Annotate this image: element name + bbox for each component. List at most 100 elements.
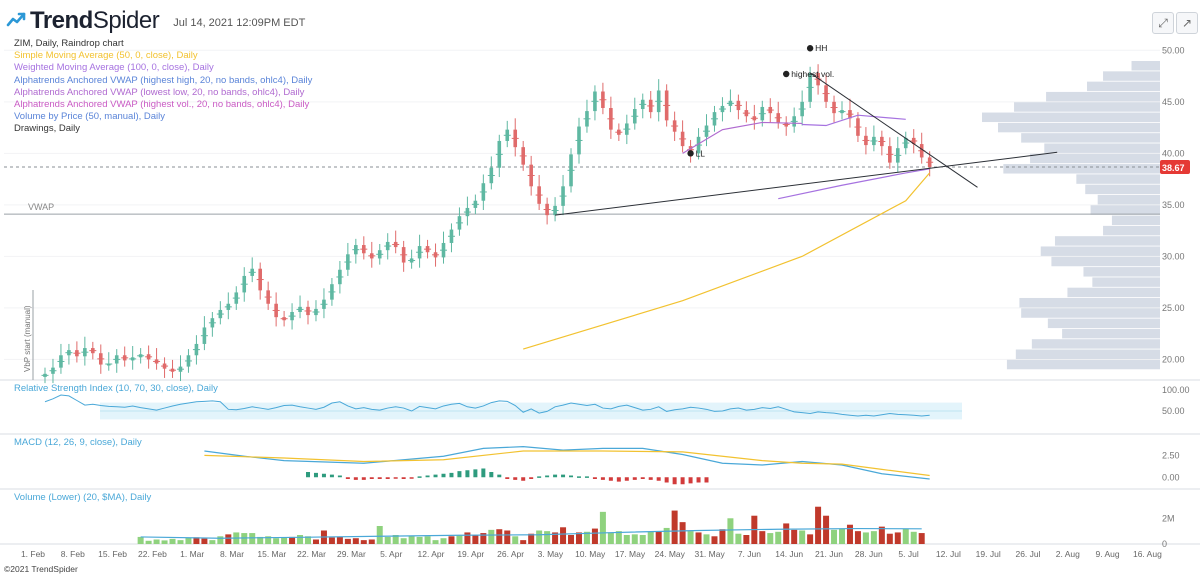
price-tick-label: 35.00 <box>1162 200 1185 210</box>
macd-histogram-bar <box>393 477 398 479</box>
volume-bar <box>823 515 830 544</box>
marker-dot <box>783 70 790 78</box>
x-tick-label: 8. Feb <box>61 549 85 559</box>
macd-histogram-bar <box>321 473 326 478</box>
volume-bar <box>735 533 742 544</box>
vwap-level-label: VWAP <box>28 202 54 212</box>
legend-wma[interactable]: Weighted Moving Average (100, 0, close),… <box>14 62 214 74</box>
price-tick-label: 50.00 <box>1162 45 1185 55</box>
macd-histogram-bar <box>353 477 358 480</box>
x-tick-label: 8. Mar <box>220 549 244 559</box>
price-tick-label: 20.00 <box>1162 354 1185 364</box>
price-tick-label: 25.00 <box>1162 303 1185 313</box>
macd-histogram-bar <box>441 473 446 478</box>
macd-histogram-bar <box>345 477 350 479</box>
macd-tick-label: 0.00 <box>1162 472 1180 482</box>
macd-histogram-bar <box>608 477 613 481</box>
macd-histogram-bar <box>306 472 311 478</box>
x-tick-label: 12. Apr <box>418 549 445 559</box>
volume-bar <box>671 510 678 544</box>
volume-by-price-bar <box>1087 81 1160 92</box>
volume-by-price-bar <box>1083 267 1160 277</box>
legend-volume-by-price[interactable]: Volume by Price (50, manual), Daily <box>14 111 166 123</box>
volume-bar <box>193 537 200 544</box>
x-tick-label: 5. Apr <box>380 549 402 559</box>
macd-histogram-bar <box>361 477 366 480</box>
volume-bar <box>687 531 694 544</box>
rsi-panel-label[interactable]: Relative Strength Index (10, 70, 30, clo… <box>14 383 218 394</box>
rsi-tick-label: 100.00 <box>1162 385 1190 395</box>
macd-tick-label: 2.50 <box>1162 450 1180 460</box>
volume-bar <box>360 540 367 544</box>
volume-bar <box>464 532 471 544</box>
volume-bar <box>336 536 343 544</box>
legend-symbol[interactable]: ZIM, Daily, Raindrop chart <box>14 38 124 49</box>
volume-bar <box>910 531 917 544</box>
volume-bar <box>615 531 622 544</box>
x-tick-label: 26. Jul <box>1015 549 1040 559</box>
volume-bar <box>289 536 296 544</box>
x-tick-label: 22. Feb <box>138 549 167 559</box>
volume-bar <box>552 532 559 544</box>
volume-bar <box>344 538 351 544</box>
volume-bar <box>376 526 383 544</box>
sma-50-line <box>523 172 931 350</box>
volume-bar <box>560 527 567 544</box>
volume-bar <box>520 540 527 544</box>
volume-by-price-bar <box>1015 349 1160 359</box>
volume-bar <box>145 540 152 544</box>
x-tick-label: 31. May <box>694 549 725 559</box>
macd-histogram-bar <box>449 472 454 478</box>
volume-by-price-bar <box>1085 184 1160 195</box>
legend-vwap-highest-high[interactable]: Alphatrends Anchored VWAP (highest high,… <box>14 74 313 86</box>
volume-by-price-bar <box>1103 71 1160 81</box>
expand-icon[interactable]: ⤢ <box>1152 12 1174 34</box>
x-tick-label: 19. Apr <box>457 549 484 559</box>
vwap-lowest-low-line <box>682 121 803 154</box>
volume-bar <box>607 532 614 544</box>
macd-histogram-bar <box>600 477 605 480</box>
volume-by-price-bar <box>1067 287 1160 298</box>
volume-by-price-bar <box>998 122 1160 133</box>
volume-bar <box>281 537 288 544</box>
volume-bar <box>791 529 798 544</box>
volume-by-price-bar <box>982 112 1160 123</box>
volume-bar <box>161 540 168 544</box>
macd-histogram-bar <box>505 477 510 479</box>
volume-panel-label[interactable]: Volume (Lower) (20, $MA), Daily <box>14 492 152 503</box>
legend-sma[interactable]: Simple Moving Average (50, 0, close), Da… <box>14 50 198 62</box>
volume-bar <box>623 535 630 544</box>
volume-bar <box>488 529 495 544</box>
volume-bar <box>886 533 893 544</box>
volume-bar <box>528 533 535 544</box>
volume-bar <box>273 538 280 544</box>
share-icon[interactable]: ↗ <box>1176 12 1198 34</box>
volume-bar <box>400 538 407 544</box>
macd-histogram-bar <box>537 476 542 478</box>
x-tick-label: 29. Mar <box>337 549 366 559</box>
x-tick-label: 1. Feb <box>21 549 45 559</box>
x-tick-label: 15. Mar <box>257 549 286 559</box>
rsi-tick-label: 50.00 <box>1162 406 1185 416</box>
legend-vwap-highest-vol[interactable]: Alphatrends Anchored VWAP (highest vol.,… <box>14 99 310 111</box>
volume-by-price-bar <box>1062 328 1160 339</box>
rsi-line <box>44 394 930 417</box>
macd-histogram-bar <box>337 475 342 478</box>
volume-tick-label: 2M <box>1162 513 1175 523</box>
macd-panel-label[interactable]: MACD (12, 26, 9, close), Daily <box>14 437 142 448</box>
macd-histogram-bar <box>553 474 558 478</box>
volume-by-price-bar <box>1006 359 1160 370</box>
macd-histogram-bar <box>545 475 550 478</box>
macd-histogram-bar <box>409 477 414 479</box>
volume-bar <box>416 536 423 544</box>
legend-vwap-lowest-low[interactable]: Alphatrends Anchored VWAP (lowest low, 2… <box>14 86 305 98</box>
macd-histogram-bar <box>624 477 629 481</box>
x-tick-label: 1. Mar <box>180 549 204 559</box>
volume-bar <box>297 535 304 544</box>
macd-histogram-bar <box>481 468 486 478</box>
legend-drawings[interactable]: Drawings, Daily <box>14 123 80 135</box>
volume-by-price-bar <box>1014 102 1160 112</box>
volume-by-price-bar <box>1031 339 1160 349</box>
volume-bar <box>711 536 718 544</box>
